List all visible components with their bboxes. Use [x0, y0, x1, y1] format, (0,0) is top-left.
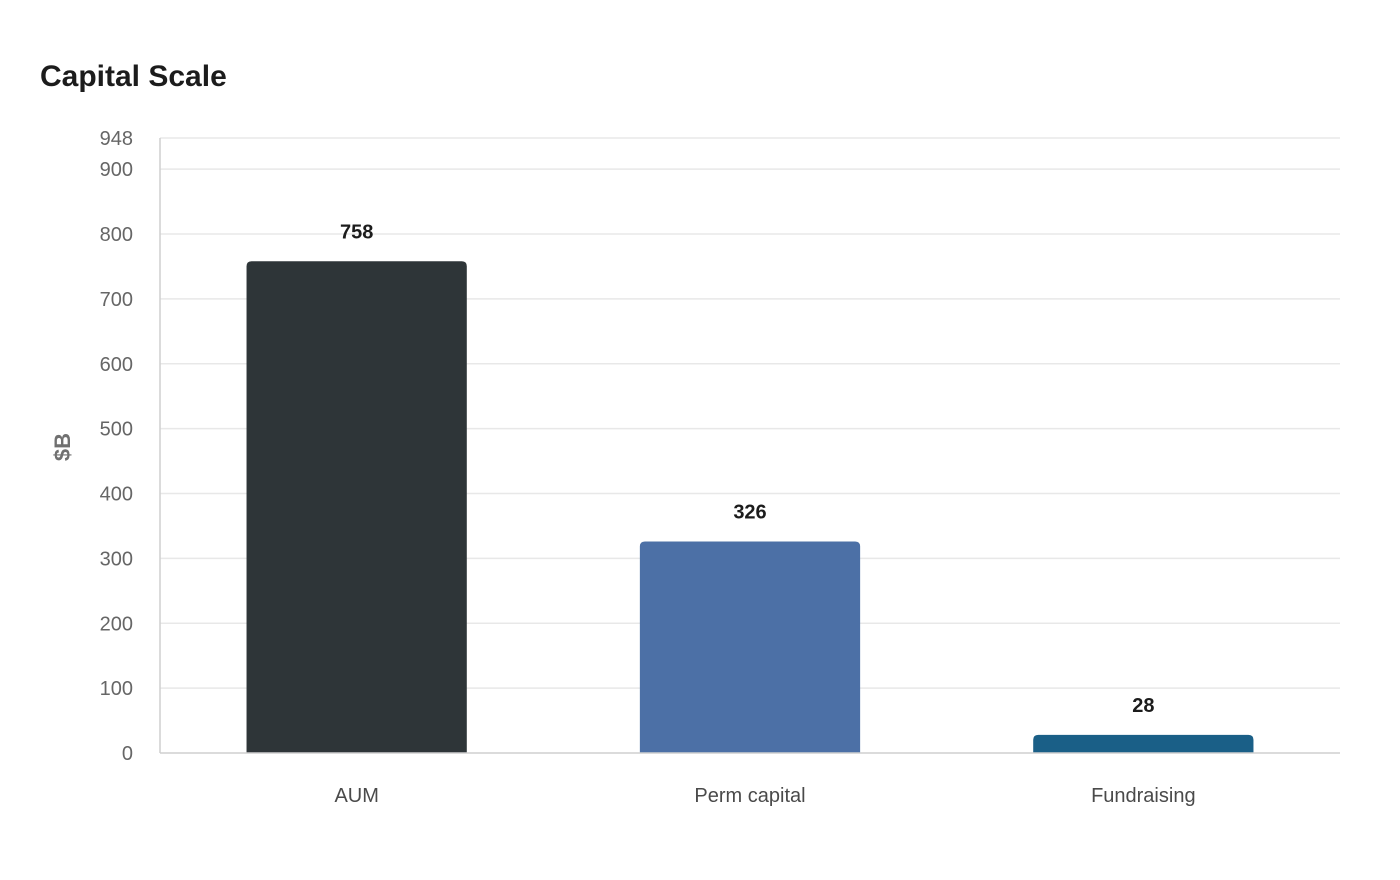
y-tick-label: 500 [100, 419, 133, 441]
y-tick-label: 0 [122, 743, 133, 765]
y-tick-label: 900 [100, 159, 133, 181]
axes [159, 138, 1340, 754]
x-tick-label: Fundraising [1091, 785, 1196, 807]
y-tick-label: 700 [100, 289, 133, 311]
labels: 0 100 200 300 400 500 600 700 800 900 948 758 AUM 326… [100, 128, 1196, 807]
data-label: 758 [340, 221, 373, 243]
y-tick-label: 800 [100, 224, 133, 246]
y-axis-label: $B [50, 433, 75, 461]
bar-perm-capital [639, 541, 861, 753]
bar-aum [246, 261, 467, 753]
y-tick-label: 600 [100, 354, 133, 376]
y-tick-label: 300 [100, 548, 133, 570]
data-label: 28 [1132, 695, 1154, 717]
y-tick-label: 200 [100, 613, 133, 635]
chart-title: Capital Scale [40, 60, 227, 93]
y-tick-label: 100 [100, 678, 133, 700]
y-tick-label: 948 [100, 128, 133, 150]
y-tick-label: 400 [100, 484, 133, 506]
data-label: 326 [733, 502, 766, 524]
bars [246, 261, 1254, 753]
x-tick-label: AUM [334, 785, 378, 807]
x-tick-label: Perm capital [694, 785, 805, 807]
bar-fundraising [1033, 734, 1254, 753]
